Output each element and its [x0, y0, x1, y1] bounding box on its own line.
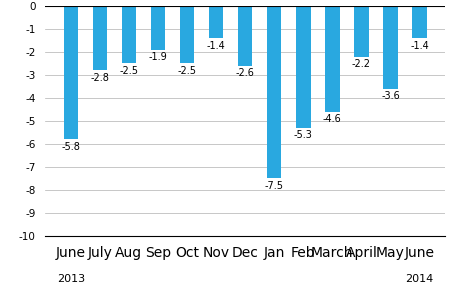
Bar — [354, 6, 369, 56]
Text: -2.5: -2.5 — [119, 66, 138, 76]
Bar — [412, 6, 427, 38]
Text: -2.2: -2.2 — [352, 59, 371, 69]
Bar — [209, 6, 223, 38]
Bar — [180, 6, 194, 63]
Text: -1.9: -1.9 — [148, 53, 168, 63]
Text: -2.6: -2.6 — [236, 69, 255, 79]
Bar — [296, 6, 311, 128]
Text: -1.4: -1.4 — [410, 41, 429, 51]
Text: 2013: 2013 — [57, 275, 85, 284]
Bar — [151, 6, 165, 50]
Text: -3.6: -3.6 — [381, 92, 400, 101]
Bar — [64, 6, 78, 139]
Bar — [93, 6, 107, 70]
Text: -2.8: -2.8 — [90, 73, 109, 83]
Bar — [238, 6, 252, 66]
Bar — [267, 6, 281, 178]
Text: -5.8: -5.8 — [61, 142, 80, 152]
Text: -2.5: -2.5 — [178, 66, 197, 76]
Text: -1.4: -1.4 — [207, 41, 226, 51]
Text: 2014: 2014 — [405, 275, 434, 284]
Text: -4.6: -4.6 — [323, 114, 342, 124]
Text: -5.3: -5.3 — [294, 130, 313, 140]
Bar — [383, 6, 398, 89]
Bar — [325, 6, 340, 112]
Text: -7.5: -7.5 — [265, 181, 284, 191]
Bar — [122, 6, 136, 63]
